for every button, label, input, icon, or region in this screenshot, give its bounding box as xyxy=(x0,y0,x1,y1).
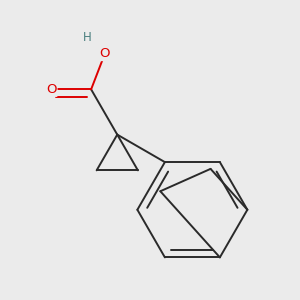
Text: O: O xyxy=(46,83,56,96)
Text: O: O xyxy=(100,47,110,60)
Text: H: H xyxy=(82,31,91,44)
